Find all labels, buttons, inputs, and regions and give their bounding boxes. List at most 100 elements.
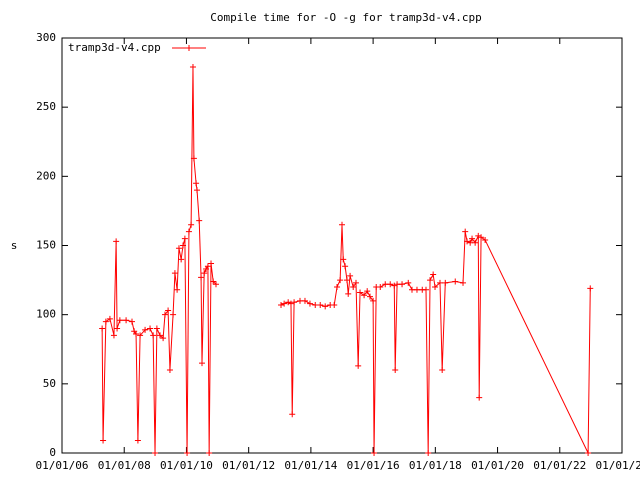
data-point xyxy=(199,360,205,367)
data-point xyxy=(160,335,167,342)
data-point xyxy=(370,297,377,304)
data-point xyxy=(452,278,459,285)
data-point xyxy=(99,325,106,332)
data-point xyxy=(184,450,191,456)
data-point xyxy=(157,332,163,339)
data-point xyxy=(106,315,113,322)
legend-marker xyxy=(186,45,192,51)
data-point xyxy=(472,239,479,246)
x-tick-label: 01/01/10 xyxy=(160,459,213,472)
data-point xyxy=(334,284,341,290)
data-point xyxy=(432,284,439,290)
x-tick-label: 01/01/06 xyxy=(36,459,89,472)
data-point xyxy=(193,180,200,187)
data-point xyxy=(342,263,349,270)
data-point xyxy=(178,256,185,263)
data-point xyxy=(340,256,347,263)
data-point xyxy=(392,367,399,373)
data-point xyxy=(137,332,144,339)
data-point xyxy=(339,221,345,228)
x-tick-label: 01/01/24 xyxy=(596,459,640,472)
data-point xyxy=(210,278,217,285)
data-point xyxy=(353,279,359,286)
data-point xyxy=(355,362,362,369)
data-point xyxy=(405,279,412,286)
data-point xyxy=(116,317,123,324)
data-point xyxy=(289,411,296,418)
data-point xyxy=(150,332,157,339)
data-point xyxy=(371,450,378,456)
data-point xyxy=(102,318,109,325)
data-point xyxy=(442,279,449,286)
data-point xyxy=(190,155,197,162)
data-point xyxy=(189,64,196,71)
data-point xyxy=(399,281,406,288)
x-tick-label: 01/01/22 xyxy=(533,459,586,472)
y-tick-label: 300 xyxy=(36,31,56,44)
data-point xyxy=(287,300,294,307)
data-point xyxy=(317,301,324,308)
data-point xyxy=(478,234,485,241)
data-point xyxy=(437,279,443,286)
data-point xyxy=(181,235,188,242)
series-line xyxy=(101,67,591,454)
data-point xyxy=(180,242,187,249)
data-point xyxy=(174,286,181,293)
data-point xyxy=(301,297,308,304)
data-point xyxy=(113,238,120,245)
data-point xyxy=(213,281,219,288)
data-point xyxy=(462,228,469,235)
data-point xyxy=(175,245,182,252)
data-point xyxy=(587,285,594,292)
data-point xyxy=(322,303,329,310)
data-point xyxy=(425,450,432,456)
data-point xyxy=(427,277,434,284)
data-point xyxy=(430,271,437,278)
y-tick-label: 100 xyxy=(36,308,56,321)
y-tick-label: 50 xyxy=(43,377,56,390)
data-point xyxy=(377,284,384,290)
x-tick-label: 01/01/20 xyxy=(471,459,524,472)
data-point xyxy=(165,307,172,314)
y-tick-label: 150 xyxy=(36,239,56,252)
y-tick-label: 0 xyxy=(49,446,56,459)
data-point xyxy=(278,301,285,308)
data-point xyxy=(170,311,177,318)
data-point xyxy=(285,299,292,306)
x-tick-label: 01/01/08 xyxy=(98,459,151,472)
data-point xyxy=(166,367,173,373)
data-point xyxy=(423,286,429,293)
data-point xyxy=(306,300,313,307)
data-point xyxy=(206,450,213,456)
data-point xyxy=(291,299,298,306)
data-point xyxy=(391,282,398,289)
data-point xyxy=(343,277,350,284)
data-point xyxy=(469,235,476,242)
plot-frame xyxy=(61,37,623,454)
data-point xyxy=(439,367,446,373)
data-point xyxy=(171,270,178,277)
data-point xyxy=(123,317,130,324)
data-point xyxy=(357,289,364,296)
data-point xyxy=(347,272,354,279)
data-point xyxy=(337,277,344,284)
data-point xyxy=(361,292,368,299)
data-point xyxy=(185,228,192,235)
data-point xyxy=(345,290,352,297)
x-tick-label: 01/01/12 xyxy=(222,459,275,472)
data-point xyxy=(475,232,482,239)
y-tick-label: 250 xyxy=(36,100,56,113)
data-point xyxy=(188,221,195,228)
legend-label: tramp3d-v4.cpp xyxy=(68,41,161,54)
y-tick-label: 200 xyxy=(36,169,56,182)
x-tick-label: 01/01/16 xyxy=(347,459,400,472)
data-point xyxy=(482,236,489,243)
data-point xyxy=(350,284,357,290)
data-point xyxy=(281,300,288,307)
data-point xyxy=(147,325,154,332)
data-point xyxy=(364,288,371,295)
data-point xyxy=(201,270,208,277)
data-point xyxy=(204,263,211,270)
